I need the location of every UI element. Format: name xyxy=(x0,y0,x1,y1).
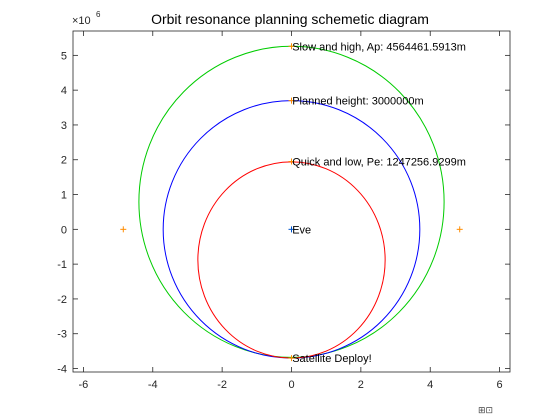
y-tick-label: -2 xyxy=(57,294,67,306)
y-tick-label: -4 xyxy=(57,364,67,376)
orbit-marker xyxy=(456,226,463,233)
y-tick-label: 4 xyxy=(61,85,67,97)
orbit-marker xyxy=(288,43,295,50)
chart-title: Orbit resonance planning schemetic diagr… xyxy=(151,11,429,27)
x-tick-label: -2 xyxy=(217,379,227,391)
y-axis-exponent: ×10 6 xyxy=(72,10,101,27)
orbit-marker xyxy=(288,97,295,104)
x-tick-label: 6 xyxy=(497,379,503,391)
annotation-label: Quick and low, Pe: 1247256.9299m xyxy=(292,156,466,168)
annotation-label: Planned height: 3000000m xyxy=(292,96,424,108)
y-tick-label: -3 xyxy=(57,329,67,341)
annotation-label: Eve xyxy=(292,224,311,236)
orbit-marker xyxy=(288,158,295,165)
x-tick-label: 0 xyxy=(288,379,294,391)
toolbar-icon[interactable]: ⊞⊡ xyxy=(478,406,493,416)
figure-toolbar: ⊞⊡ xyxy=(478,406,493,416)
annotation-label: Satellite Deploy! xyxy=(292,353,372,365)
orbit-marker xyxy=(120,226,127,233)
y-axis-exponent-power: 6 xyxy=(96,10,101,19)
plot-area: -6 -4 -2 0 2 4 6 -4 -3 -2 -1 0 1 2 3 4 5 Slow and high, A… xyxy=(57,30,511,391)
y-tick-label: 3 xyxy=(61,120,67,132)
annotation-label: Slow and high, Ap: 4564461.5913m xyxy=(292,41,466,53)
x-tick-label: -4 xyxy=(148,379,158,391)
y-tick-label: 5 xyxy=(61,50,67,62)
orbit-marker xyxy=(288,226,295,233)
x-tick-label: 4 xyxy=(427,379,433,391)
y-tick-label: -1 xyxy=(57,259,67,271)
y-tick-label: 2 xyxy=(61,155,67,167)
x-tick-label: 2 xyxy=(358,379,364,391)
orbit-marker xyxy=(288,355,295,362)
y-axis-exponent-base: ×10 xyxy=(72,15,91,27)
y-tick-label: 0 xyxy=(61,224,67,236)
x-tick-label: -6 xyxy=(79,379,89,391)
y-tick-label: 1 xyxy=(61,190,67,202)
